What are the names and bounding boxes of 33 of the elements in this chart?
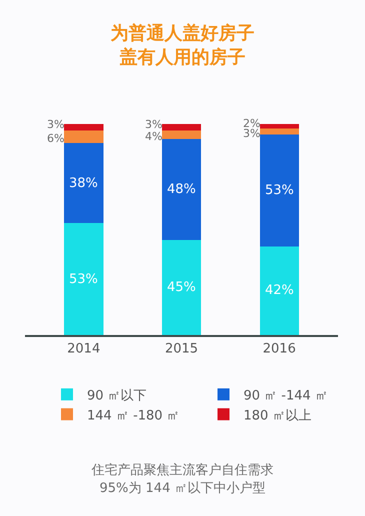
data-label: 48%	[167, 182, 196, 197]
data-label: 53%	[69, 272, 98, 287]
x-tick-label: 2016	[262, 342, 296, 357]
legend-label: 90 ㎡ -144 ㎡	[244, 388, 328, 404]
bar	[64, 130, 104, 144]
x-tick-label: 2015	[164, 342, 198, 357]
legend-label: 90 ㎡以下	[87, 388, 147, 404]
bar	[162, 130, 202, 139]
data-label: 2%	[243, 117, 260, 130]
legend-label: 180 ㎡以上	[244, 408, 312, 424]
bar	[64, 143, 104, 224]
bar	[260, 246, 299, 335]
bar	[260, 128, 299, 135]
bar	[260, 124, 299, 128]
bar	[162, 138, 202, 240]
bar	[162, 124, 202, 130]
data-label: 3%	[145, 118, 162, 131]
bar	[64, 124, 104, 130]
data-label: 38%	[69, 176, 98, 191]
x-tick-label: 2014	[67, 342, 100, 357]
bar	[64, 223, 104, 335]
text: 住宅产品聚焦主流客户自住需求95%为 144 ㎡以下中小户型	[90, 462, 274, 498]
data-label: 3%	[47, 118, 64, 131]
data-label: 4%	[145, 130, 162, 143]
data-label: 42%	[265, 283, 294, 298]
data-label: 53%	[265, 183, 294, 198]
chart-title: 为普通人盖好房子盖有人用的房子	[110, 22, 256, 70]
bar	[260, 134, 299, 246]
legend-label: 144 ㎡ -180 ㎡	[87, 408, 180, 424]
data-label: 3%	[243, 127, 260, 140]
data-label: 45%	[167, 280, 196, 295]
data-label: 6%	[47, 132, 64, 145]
bar	[162, 240, 202, 335]
